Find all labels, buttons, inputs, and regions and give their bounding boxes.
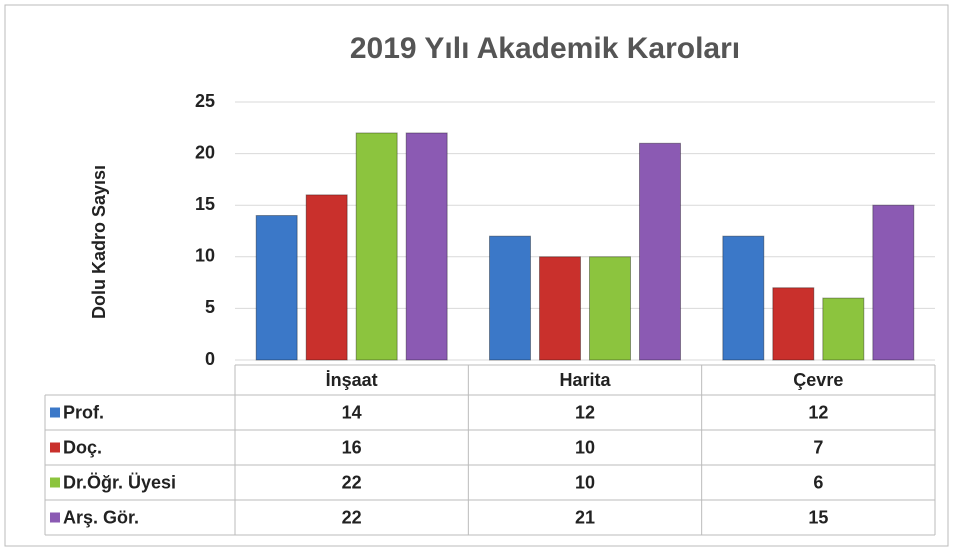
x-tick-label: İnşaat: [326, 370, 378, 390]
y-tick-label: 15: [195, 194, 215, 214]
table-value: 6: [813, 472, 823, 492]
bar: [405, 132, 448, 361]
bar: [255, 215, 298, 361]
legend-key: [50, 477, 60, 488]
bar: [772, 287, 815, 361]
table-value: 22: [342, 472, 362, 492]
bar: [305, 194, 348, 361]
bar: [355, 132, 398, 361]
y-tick-label: 25: [195, 91, 215, 111]
bar: [722, 235, 765, 361]
table-value: 15: [808, 507, 828, 527]
table-value: 12: [575, 402, 595, 422]
table-value: 16: [342, 437, 362, 457]
table-value: 10: [575, 437, 595, 457]
bar: [489, 235, 531, 361]
bar: [639, 142, 681, 361]
table-value: 12: [808, 402, 828, 422]
chart-border: [4, 4, 949, 547]
table-value: 22: [342, 507, 362, 527]
table-value: 21: [575, 507, 595, 527]
legend-label: Arş. Gör.: [63, 507, 139, 527]
x-tick-label: Çevre: [793, 370, 843, 390]
y-tick-label: 10: [195, 246, 215, 266]
bar: [872, 204, 915, 361]
y-tick-label: 0: [205, 349, 215, 369]
y-axis-label: Dolu Kadro Sayısı: [89, 165, 109, 319]
legend-key: [50, 442, 60, 453]
legend-key: [50, 407, 60, 418]
table-value: 10: [575, 472, 595, 492]
bar: [539, 256, 581, 361]
legend-key: [50, 512, 60, 523]
y-tick-label: 20: [195, 142, 215, 162]
chart-title: 2019 Yılı Akademik Karoları: [350, 32, 740, 65]
table-value: 14: [342, 402, 362, 422]
legend-label: Prof.: [63, 402, 104, 422]
bar: [589, 256, 631, 361]
y-tick-label: 5: [205, 297, 215, 317]
x-tick-label: Harita: [559, 370, 611, 390]
bar: [822, 297, 865, 361]
table-value: 7: [813, 437, 823, 457]
legend-label: Dr.Öğr. Üyesi: [63, 472, 176, 492]
legend-label: Doç.: [63, 437, 102, 457]
